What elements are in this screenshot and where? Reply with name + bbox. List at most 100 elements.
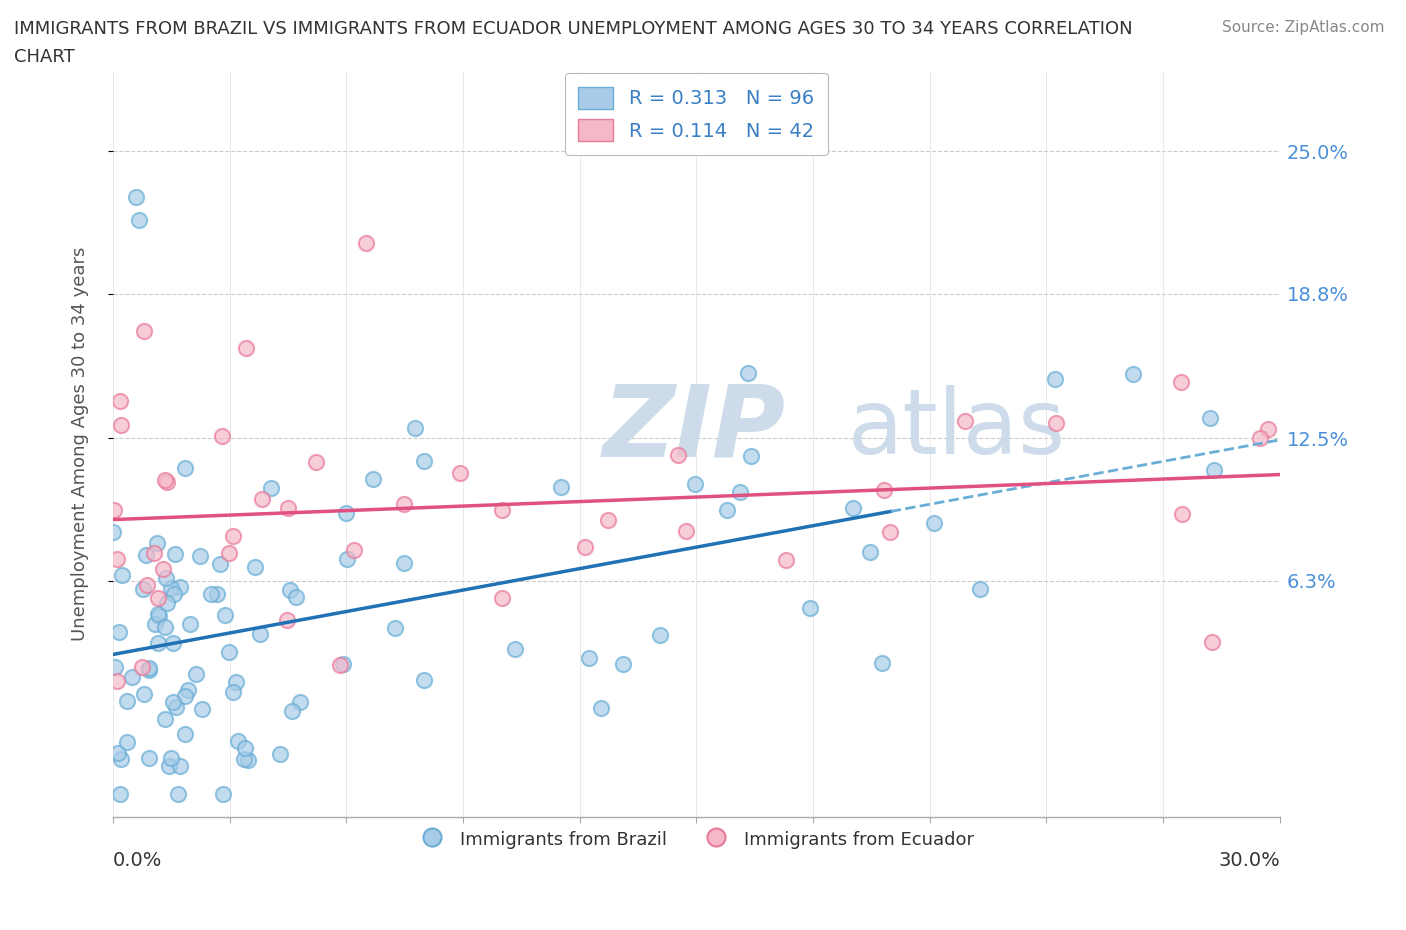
Point (225, 674, 247, 689)
Point (1249, 431, 1271, 445)
Point (505, 642, 527, 657)
Point (104, 659, 127, 674)
Point (879, 525, 901, 539)
Point (872, 483, 894, 498)
Point (173, 726, 195, 741)
Y-axis label: Unemployment Among Ages 30 to 34 years: Unemployment Among Ages 30 to 34 years (72, 246, 89, 641)
Point (252, 492, 274, 507)
Text: Source: ZipAtlas.com: Source: ZipAtlas.com (1222, 20, 1385, 35)
Point (134, 324, 156, 339)
Point (1199, 411, 1222, 426)
Point (277, 500, 299, 515)
Text: 30.0%: 30.0% (1218, 851, 1279, 870)
Point (335, 506, 357, 521)
Point (169, 579, 191, 594)
Point (110, 751, 132, 766)
Point (162, 635, 184, 650)
Point (799, 600, 821, 615)
Point (218, 546, 240, 561)
Point (200, 587, 222, 602)
Point (138, 751, 160, 765)
Point (394, 497, 416, 512)
Point (188, 549, 211, 564)
Point (105, 673, 128, 688)
Point (675, 524, 697, 538)
Point (394, 555, 416, 570)
Point (740, 448, 762, 463)
Point (143, 617, 166, 631)
Point (1043, 371, 1066, 386)
Point (249, 627, 271, 642)
Point (121, 670, 143, 684)
Text: IMMIGRANTS FROM BRAZIL VS IMMIGRANTS FROM ECUADOR UNEMPLOYMENT AMONG AGES 30 TO : IMMIGRANTS FROM BRAZIL VS IMMIGRANTS FRO… (14, 20, 1133, 38)
Point (1122, 366, 1144, 381)
Point (179, 617, 201, 631)
Point (153, 619, 176, 634)
Point (737, 365, 759, 380)
Point (143, 546, 166, 561)
Text: 0.0%: 0.0% (112, 851, 162, 870)
Point (146, 635, 169, 650)
Point (105, 551, 128, 566)
Point (138, 661, 160, 676)
Point (132, 581, 155, 596)
Point (177, 683, 200, 698)
Point (361, 472, 384, 486)
Point (108, 393, 131, 408)
Point (236, 752, 259, 767)
Point (167, 787, 190, 802)
Point (108, 787, 131, 802)
Text: CHART: CHART (14, 48, 75, 66)
Point (191, 701, 214, 716)
Point (1201, 634, 1223, 649)
Point (162, 695, 184, 710)
Point (214, 607, 236, 622)
Point (209, 557, 232, 572)
Point (169, 759, 191, 774)
Point (953, 414, 976, 429)
Point (221, 529, 243, 544)
Point (589, 700, 612, 715)
Point (148, 608, 170, 623)
Point (666, 447, 689, 462)
Point (152, 562, 174, 577)
Point (184, 667, 207, 682)
Point (174, 688, 197, 703)
Point (305, 455, 328, 470)
Point (136, 578, 159, 592)
Point (1171, 507, 1194, 522)
Point (343, 542, 366, 557)
Point (612, 658, 634, 672)
Text: atlas: atlas (848, 385, 1066, 473)
Point (125, 190, 148, 205)
Point (157, 758, 180, 773)
Point (115, 735, 138, 750)
Point (235, 341, 257, 356)
Point (491, 591, 513, 605)
Point (335, 551, 357, 566)
Point (449, 466, 471, 481)
Point (404, 420, 426, 435)
Point (101, 525, 124, 539)
Point (111, 568, 134, 583)
Point (138, 662, 160, 677)
Point (156, 474, 179, 489)
Point (354, 235, 377, 250)
Point (922, 516, 945, 531)
Point (332, 657, 354, 671)
Point (716, 502, 738, 517)
Point (222, 684, 245, 699)
Point (233, 751, 256, 766)
Point (146, 606, 169, 621)
Text: ZIP: ZIP (603, 380, 786, 478)
Point (135, 548, 157, 563)
Point (110, 418, 132, 432)
Point (842, 500, 865, 515)
Point (218, 645, 240, 660)
Point (153, 472, 176, 487)
Point (578, 650, 600, 665)
Point (413, 453, 436, 468)
Point (1045, 415, 1067, 430)
Point (269, 747, 291, 762)
Point (574, 539, 596, 554)
